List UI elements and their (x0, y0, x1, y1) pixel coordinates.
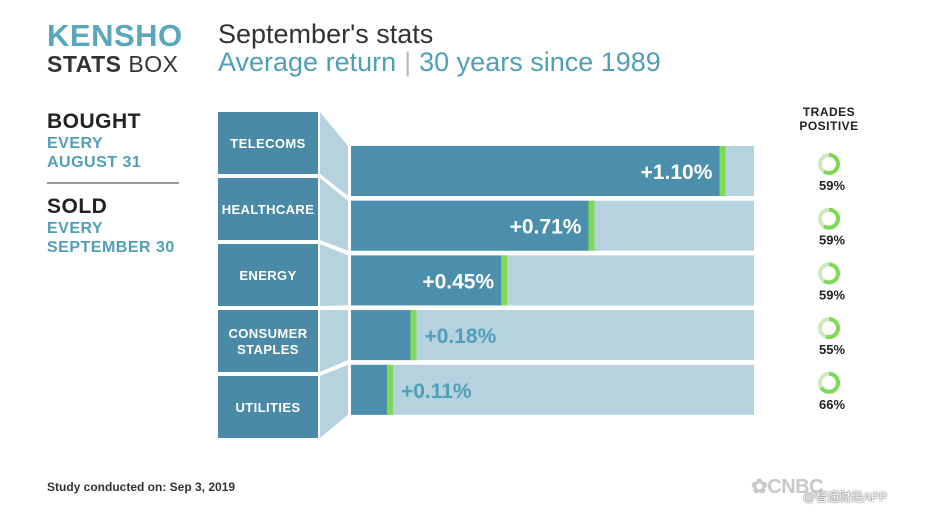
bar-3 (351, 310, 412, 361)
trades-positive-value-3: 55% (819, 342, 845, 357)
category-box-0 (218, 112, 318, 174)
logo-line1: KENSHO (47, 18, 183, 53)
bought-block: BOUGHT EVERY AUGUST 31 (47, 110, 141, 172)
watermark: @智通财经APP (803, 490, 888, 504)
value-label-2: +0.45% (422, 270, 494, 293)
trades-ring-3 (818, 317, 840, 340)
cnbc-logo-text: CNBC (767, 476, 824, 498)
category-label-3-0: CONSUMER (228, 326, 307, 341)
trades-positive-line1: TRADES (802, 105, 856, 119)
sold-block: SOLD EVERY SEPTEMBER 30 (47, 195, 175, 257)
value-label-0: +1.10% (641, 161, 713, 184)
trades-positive-value-1: 59% (819, 233, 845, 248)
logo-line2: STATS BOX (47, 52, 183, 76)
logo-line2-rest: BOX (121, 51, 179, 77)
connector-3 (320, 310, 348, 372)
connector-4 (320, 364, 348, 438)
trades-positive-header: TRADES POSITIVE (786, 105, 872, 133)
bar-accent-1 (588, 200, 595, 251)
trades-positive-value-4: 66% (819, 397, 845, 412)
trades-ring-0 (818, 153, 840, 175)
subtitle-left: Average return (218, 47, 397, 77)
bar-track-4 (351, 364, 754, 415)
trades-ring-4 (818, 371, 840, 394)
category-box-3 (218, 310, 318, 372)
bought-label: BOUGHT (47, 110, 141, 133)
bar-2 (351, 255, 503, 306)
logo-line2-bold: STATS (47, 51, 122, 77)
kensho-logo: KENSHO STATS BOX (47, 18, 183, 77)
category-label-2-0: ENERGY (239, 268, 296, 283)
category-label-1-0: HEALTHCARE (222, 202, 315, 217)
value-label-3: +0.18% (424, 325, 496, 348)
cnbc-logo: ✿CNBC (751, 476, 824, 498)
bar-4 (351, 364, 388, 415)
bar-accent-4 (386, 364, 393, 415)
side-divider (47, 182, 179, 184)
bar-1 (351, 200, 590, 251)
category-box-2 (218, 244, 318, 306)
bar-accent-3 (410, 310, 417, 361)
value-label-1: +0.71% (510, 216, 582, 239)
value-label-4: +0.11% (401, 380, 472, 403)
sold-label: SOLD (47, 195, 108, 218)
bought-line2: EVERY (47, 135, 104, 152)
chart-title: September's stats (218, 19, 434, 49)
category-label-4-0: UTILITIES (236, 400, 301, 415)
subtitle-separator: | (404, 47, 412, 77)
bar-accent-0 (719, 146, 726, 196)
connector-1 (320, 178, 348, 251)
trades-positive-line2: POSITIVE (799, 119, 859, 133)
chart-subtitle: Average return | 30 years since 1989 (218, 46, 661, 78)
sold-line3: SEPTEMBER 30 (47, 239, 175, 256)
bought-line3: AUGUST 31 (47, 154, 142, 171)
subtitle-right: 30 years since 1989 (419, 47, 661, 77)
category-label-3-1: STAPLES (237, 342, 299, 357)
bar-accent-2 (501, 255, 508, 306)
category-box-4 (218, 376, 318, 438)
study-date: Study conducted on: Sep 3, 2019 (47, 480, 236, 494)
trades-ring-2 (818, 262, 840, 285)
trades-positive-value-2: 59% (819, 287, 845, 302)
trades-positive-value-0: 59% (819, 178, 845, 193)
category-box-1 (218, 178, 318, 240)
bar-0 (351, 146, 721, 196)
sold-line2: EVERY (47, 220, 104, 237)
connector-0 (320, 112, 348, 196)
bar-track-3 (351, 310, 754, 361)
trades-ring-1 (818, 207, 840, 230)
connector-2 (320, 244, 348, 306)
category-label-0-0: TELECOMS (230, 136, 305, 151)
